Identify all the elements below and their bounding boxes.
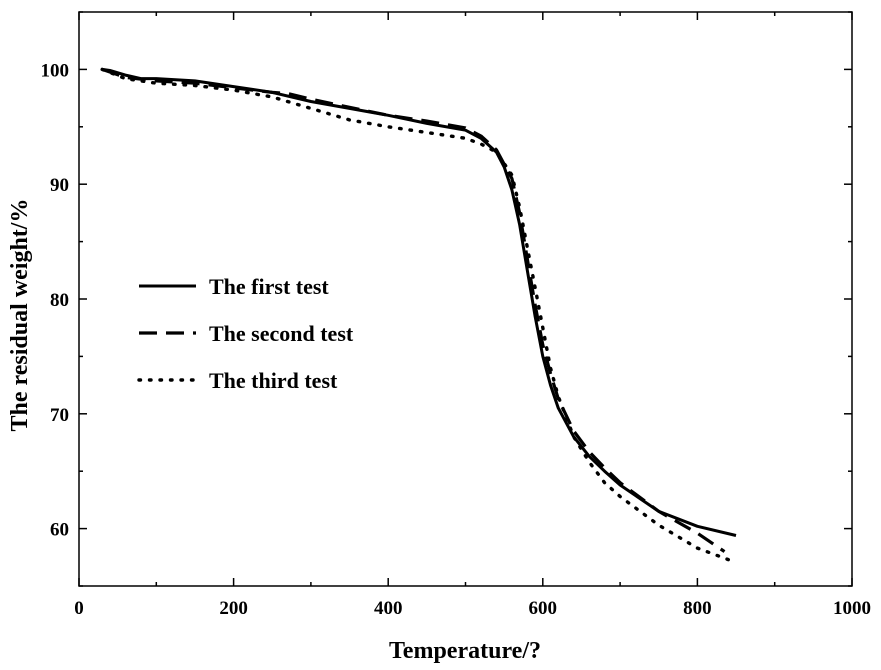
x-tick-label: 1000 — [833, 598, 871, 619]
legend-label-2: The second test — [209, 321, 354, 346]
x-tick-label: 800 — [683, 598, 712, 619]
y-tick-label: 80 — [50, 290, 69, 311]
axes: 0 200 400 600 800 1000 60 70 80 90 100 — [41, 11, 871, 619]
series-line-2 — [101, 67, 726, 553]
legend-label-1: The first test — [209, 274, 329, 299]
plot-area — [100, 67, 737, 562]
x-tick-label: 600 — [529, 598, 558, 619]
legend: The first test The second test The third t… — [137, 274, 354, 393]
x-tick-label: 200 — [219, 598, 248, 619]
y-axis-title: The residual weight/% — [7, 199, 33, 432]
x-axis-title: Temperature/? — [389, 638, 541, 664]
legend-label-3: The third test — [209, 368, 338, 393]
x-tick-label: 400 — [374, 598, 403, 619]
y-tick-label: 60 — [50, 520, 69, 541]
series-line-3 — [100, 67, 730, 562]
x-tick-label: 0 — [74, 598, 84, 619]
y-tick-label: 90 — [50, 175, 69, 196]
y-tick-label: 100 — [41, 60, 70, 81]
y-tick-label: 70 — [50, 405, 69, 426]
